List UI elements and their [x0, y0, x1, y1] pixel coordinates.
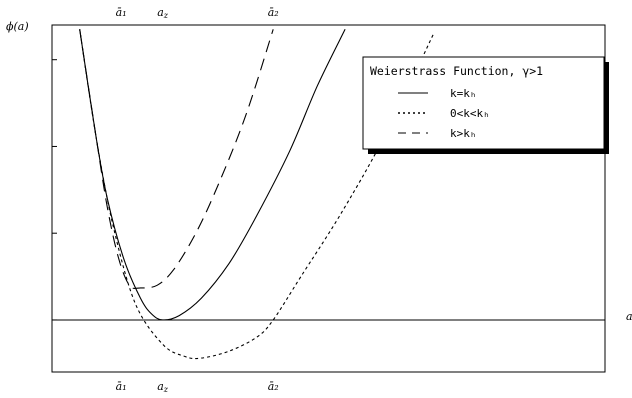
- y-axis-label: ϕ(a): [6, 20, 29, 33]
- top-ticks: ā₁ az ā₂: [116, 6, 279, 20]
- legend-entry: 0<k<kₕ: [450, 107, 490, 120]
- top-tick-label: ā₂: [268, 6, 279, 19]
- bottom-tick-label: ā₂: [268, 380, 279, 393]
- legend-entry: k=kₕ: [450, 87, 477, 100]
- legend-box: [362, 56, 605, 150]
- series-line: [79, 29, 346, 321]
- legend-entry: k>kₕ: [450, 127, 477, 140]
- legend: Weierstrass Function, γ>1 k=kₕ 0<k<kₕ k>…: [362, 56, 609, 154]
- top-tick-label: ā₁: [116, 6, 127, 19]
- legend-title: Weierstrass Function, γ>1: [370, 64, 543, 78]
- y-axis-ticks: [52, 59, 57, 321]
- top-tick-label: az: [157, 6, 169, 20]
- curves: [79, 29, 435, 360]
- plot-frame: [51, 24, 606, 373]
- x-axis-label: a: [626, 310, 632, 323]
- bottom-tick-label: ā₁: [116, 380, 127, 393]
- bottom-tick-label: az: [157, 380, 169, 394]
- series-line: [79, 29, 274, 290]
- bottom-ticks: ā₁ az ā₂: [116, 380, 279, 394]
